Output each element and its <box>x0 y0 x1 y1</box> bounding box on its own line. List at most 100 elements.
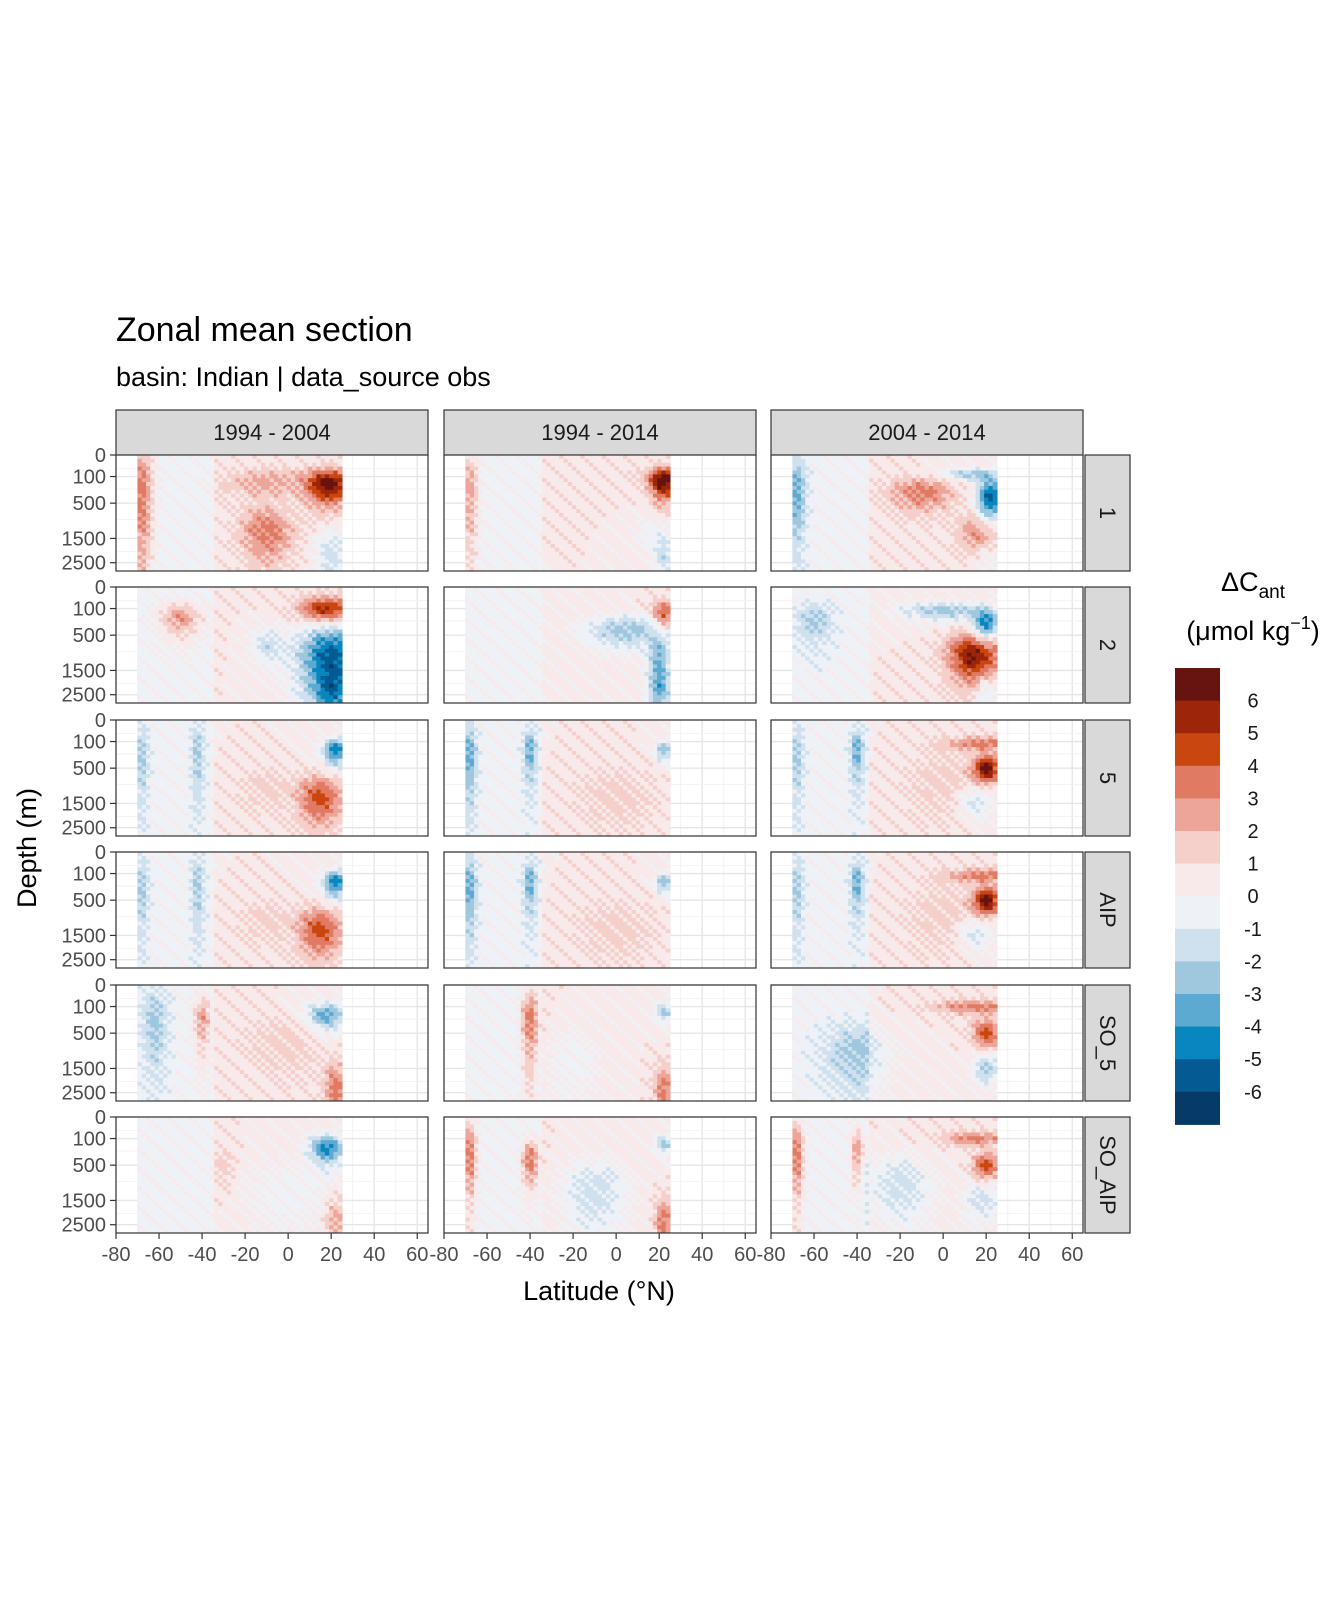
heatmap-cell <box>290 555 296 560</box>
heatmap-cell <box>222 493 228 499</box>
heatmap-cell <box>248 516 254 522</box>
heatmap-cell <box>192 625 198 631</box>
heatmap-cell <box>205 675 211 681</box>
heatmap-cell <box>546 543 552 549</box>
heatmap-cell <box>580 462 586 468</box>
heatmap-cell <box>209 513 215 518</box>
heatmap-cell <box>903 497 909 502</box>
heatmap-cell <box>614 497 620 502</box>
heatmap-cell <box>584 540 590 545</box>
heatmap-cell <box>546 516 552 522</box>
heatmap-cell <box>469 567 475 571</box>
heatmap-cell <box>261 513 266 518</box>
heatmap-cell <box>337 524 343 530</box>
heatmap-cell <box>950 528 955 533</box>
heatmap-cell <box>801 524 806 530</box>
heatmap-cell <box>197 621 202 627</box>
heatmap-cell <box>984 455 990 460</box>
heatmap-cell <box>180 633 185 638</box>
heatmap-cell <box>192 532 198 537</box>
heatmap-cell <box>235 524 241 530</box>
heatmap-cell <box>881 497 887 502</box>
heatmap-cell <box>137 543 143 549</box>
heatmap-cell <box>503 551 509 557</box>
heatmap-cell <box>967 505 972 510</box>
heatmap-cell <box>222 528 228 533</box>
heatmap-cell <box>644 501 650 506</box>
heatmap-cell <box>214 524 220 530</box>
heatmap-cell <box>860 478 866 483</box>
heatmap-cell <box>273 485 279 491</box>
heatmap-cell <box>218 559 224 564</box>
heatmap-cell <box>248 528 254 533</box>
heatmap-cell <box>201 606 207 611</box>
heatmap-cell <box>163 474 168 479</box>
heatmap-cell <box>486 532 492 537</box>
heatmap-cell <box>830 458 836 464</box>
heatmap-cell <box>329 455 335 460</box>
heatmap-cell <box>554 501 560 506</box>
heatmap-cell <box>209 466 215 472</box>
heatmap-cell <box>201 629 207 634</box>
heatmap-cell <box>546 466 552 472</box>
heatmap-cell <box>226 528 232 533</box>
facet-strip-column <box>770 409 1084 456</box>
heatmap-cell <box>209 478 215 483</box>
heatmap-cell <box>542 501 548 506</box>
heatmap-cell <box>809 462 815 468</box>
heatmap-cell <box>648 528 654 533</box>
heatmap-cell <box>167 458 173 464</box>
heatmap-cell <box>623 543 628 549</box>
heatmap-cell <box>209 625 215 631</box>
heatmap-cell <box>847 563 853 568</box>
heatmap-cell <box>606 559 611 564</box>
heatmap-cell <box>648 563 654 568</box>
heatmap-cell <box>967 524 972 530</box>
heatmap-cell <box>975 516 981 522</box>
heatmap-cell <box>137 489 143 495</box>
heatmap-cell <box>235 458 241 464</box>
heatmap-cell <box>141 610 147 615</box>
heatmap-cell <box>813 528 819 533</box>
heatmap-cell <box>835 482 840 487</box>
heatmap-cell <box>295 462 300 468</box>
heatmap-cell <box>614 478 620 483</box>
heatmap-cell <box>150 660 156 665</box>
heatmap-cell <box>154 683 160 689</box>
heatmap-cell <box>801 455 806 460</box>
heatmap-cell <box>631 505 637 510</box>
heatmap-cell <box>508 478 513 483</box>
heatmap-cell <box>209 656 215 662</box>
heatmap-cell <box>201 699 207 703</box>
heatmap-cell <box>623 567 628 571</box>
heatmap-cell <box>958 551 964 557</box>
heatmap-cell <box>188 513 194 518</box>
heatmap-cell <box>839 513 845 518</box>
heatmap-cell <box>907 497 913 502</box>
heatmap-cell <box>201 505 207 510</box>
heatmap-cell <box>809 458 815 464</box>
heatmap-cell <box>601 559 607 564</box>
heatmap-cell <box>201 610 207 615</box>
heatmap-cell <box>571 470 577 475</box>
heatmap-cell <box>503 505 509 510</box>
heatmap-cell <box>945 509 951 514</box>
heatmap-cell <box>661 528 667 533</box>
heatmap-cell <box>184 489 190 495</box>
heatmap-cell <box>597 528 603 533</box>
heatmap-cell <box>554 455 560 460</box>
heatmap-cell <box>835 528 840 533</box>
heatmap-cell <box>606 493 611 499</box>
heatmap-cell <box>137 594 143 600</box>
heatmap-cell <box>869 555 875 560</box>
heatmap-cell <box>197 610 202 615</box>
heatmap-cell <box>180 462 185 468</box>
heatmap-cell <box>873 536 879 541</box>
heatmap-cell <box>979 543 985 549</box>
heatmap-cell <box>920 520 926 526</box>
heatmap-cell <box>188 633 194 638</box>
heatmap-cell <box>550 524 556 530</box>
heatmap-cell <box>979 532 985 537</box>
heatmap-cell <box>265 559 271 564</box>
heatmap-cell <box>167 455 173 460</box>
